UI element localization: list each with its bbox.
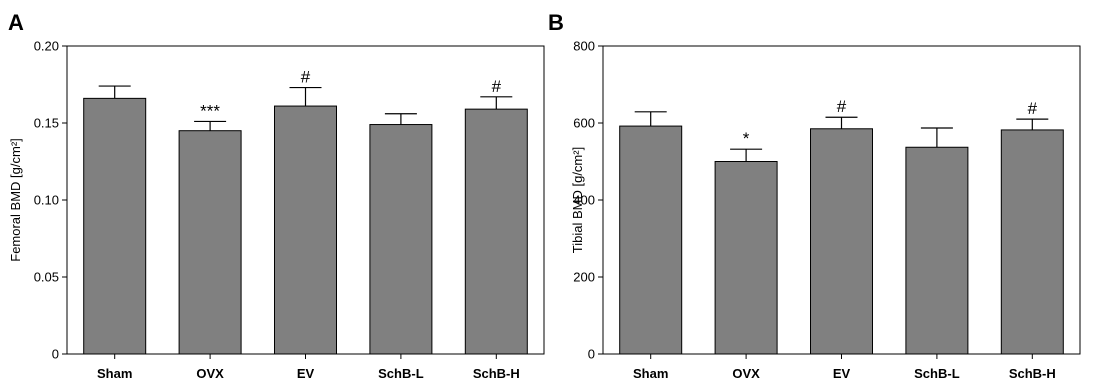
y-tick-label: 0: [52, 347, 59, 362]
significance-label: #: [1028, 99, 1038, 118]
y-tick-label: 800: [573, 39, 595, 54]
panel-letter: A: [8, 10, 24, 35]
y-axis-title: Tibial BMD [g/cm²]: [570, 147, 585, 253]
y-tick-label: 400: [573, 193, 595, 208]
panel-letter: B: [548, 10, 564, 35]
y-tick-label: 0: [588, 347, 595, 362]
panel-b: B 0 200 400 600 800 Tibial BMD [g/cm²] Sham * OVX…: [548, 10, 1081, 381]
x-category-label: SchB-H: [1009, 366, 1056, 381]
y-axis-title: Femoral BMD [g/cm²]: [8, 138, 23, 262]
x-category-label: OVX: [196, 366, 224, 381]
panel-a: A 0 0.05 0.10 0.15 0.20 Femoral BMD [g/cm²] Sha…: [8, 10, 545, 381]
bar: [178, 130, 242, 355]
y-tick-label: 200: [573, 270, 595, 285]
significance-label: *: [743, 129, 750, 148]
bar: [464, 108, 528, 355]
y-tick-label: 0.10: [34, 193, 59, 208]
x-category-label: Sham: [633, 366, 668, 381]
significance-label: #: [301, 68, 311, 87]
significance-label: #: [492, 77, 502, 96]
bar: [619, 125, 683, 355]
x-category-label: EV: [297, 366, 315, 381]
y-tick-label: 0.15: [34, 116, 59, 131]
bar: [714, 161, 778, 355]
significance-label: #: [837, 97, 847, 116]
x-category-label: SchB-L: [378, 366, 424, 381]
y-tick-label: 600: [573, 116, 595, 131]
bar: [810, 128, 873, 355]
bar: [83, 97, 147, 355]
bar: [905, 146, 969, 355]
x-category-label: OVX: [732, 366, 760, 381]
x-category-label: EV: [833, 366, 851, 381]
bar: [274, 105, 337, 355]
y-tick-label: 0.05: [34, 270, 59, 285]
x-category-label: SchB-H: [473, 366, 520, 381]
significance-label: ***: [200, 101, 220, 120]
y-tick-label: 0.20: [34, 39, 59, 54]
x-category-label: Sham: [97, 366, 132, 381]
x-category-label: SchB-L: [914, 366, 960, 381]
bar: [1000, 129, 1064, 355]
bar: [369, 124, 433, 355]
